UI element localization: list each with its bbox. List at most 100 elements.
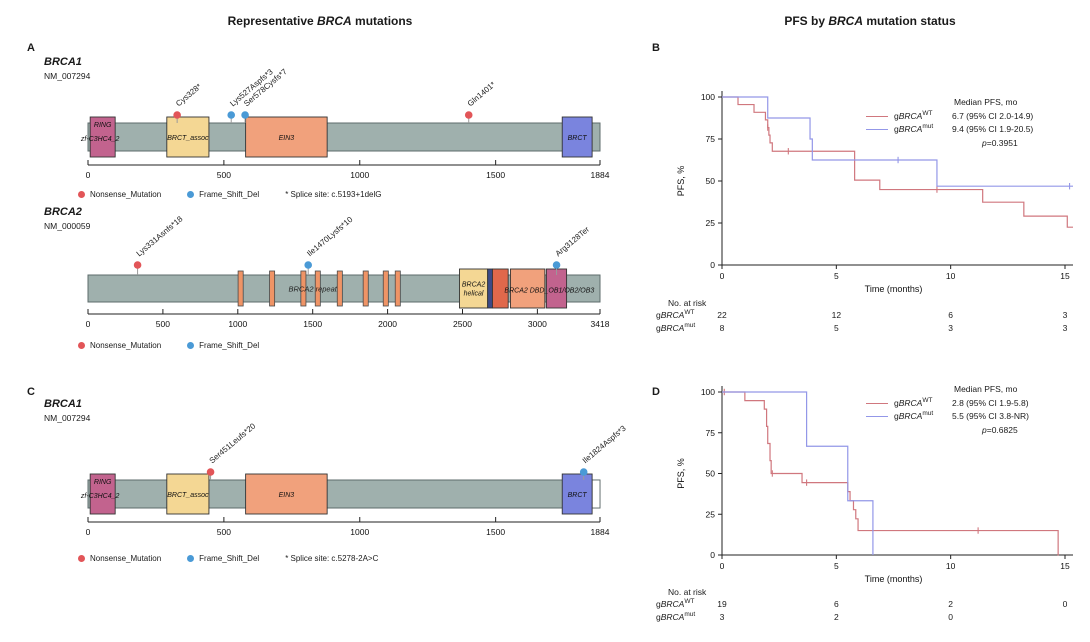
median-pfs-value: 9.4 (95% CI 1.9-20.5) xyxy=(952,124,1034,134)
km-axes: 0 25 50 75 100 0 5 10 15 xyxy=(701,386,1073,571)
svg-text:RING: RING xyxy=(94,479,112,486)
svg-text:BRCT: BRCT xyxy=(568,492,588,499)
svg-text:10: 10 xyxy=(946,561,956,571)
svg-text:Lys331Asnfs*18: Lys331Asnfs*18 xyxy=(135,214,185,258)
domain-brct-assoc: BRCT_assoc xyxy=(166,116,210,158)
domain-brca2-helical: BRCA2 helical xyxy=(459,268,489,309)
km-legend-row: gBRCAWT 2.8 (95% CI 1.9-5.8) xyxy=(866,397,1029,411)
brc-repeats: BRCA2 repeat xyxy=(237,270,401,307)
km-legend-header: Median PFS, mo xyxy=(954,97,1018,107)
mutation-diagram-svg: RING zf-C3HC4_2 BRCT_assoc EIN3 BRCT Ser451Le… xyxy=(80,421,628,537)
nonsense-dot-icon xyxy=(78,191,85,198)
risk-count: 8 xyxy=(719,322,725,333)
svg-text:15: 15 xyxy=(1060,561,1070,571)
y-axis-title: PFS, % xyxy=(676,166,686,197)
km-plot-svg: 0 25 50 75 100 0 5 10 15 Time (months) PFS, % xyxy=(676,386,1073,584)
km-legend-header: Median PFS, mo xyxy=(954,384,1018,394)
legend-label: Nonsense_Mutation xyxy=(90,554,162,563)
legend-label: Nonsense_Mutation xyxy=(90,341,162,350)
mutation-legend-brca2-a: Nonsense_Mutation Frame_Shift_Del xyxy=(78,341,259,350)
mutation-diagram-svg: BRCA2 repeat BRCA2 helical BRCA2 DBD_OB1/OB… xyxy=(86,214,610,329)
p-value: p=0.6825 xyxy=(982,424,1018,435)
mutation-diagram-brca1-c: RING zf-C3HC4_2 BRCT_assoc EIN3 BRCT Ser451Le… xyxy=(68,380,648,548)
gene-name: BRCA2 xyxy=(44,206,82,218)
risk-count: 0 xyxy=(948,611,954,622)
km-legend-panel-d: Median PFS, mo gBRCAWT 2.8 (95% CI 1.9-5.8… xyxy=(866,383,1029,437)
splice-site-note: * Splice site: c.5278-2A>C xyxy=(285,554,379,563)
svg-text:Ile1470Lysfs*10: Ile1470Lysfs*10 xyxy=(305,215,355,259)
nonsense-dot-icon xyxy=(78,555,85,562)
svg-text:BRCT: BRCT xyxy=(568,135,588,142)
risk-row-label: gBRCAmut xyxy=(656,611,695,622)
protein-bar xyxy=(87,479,601,509)
risk-count: 12 xyxy=(831,310,842,320)
svg-text:10: 10 xyxy=(946,271,956,281)
gene-transcript: NM_007294 xyxy=(44,413,91,423)
right-title-gene: BRCA xyxy=(828,14,863,28)
median-pfs-value: 5.5 (95% CI 3.8-NR) xyxy=(952,411,1029,421)
svg-text:0: 0 xyxy=(710,550,715,560)
mutation-diagram-brca1-a: RING zf-C3HC4_2 BRCT_assoc EIN3 BRCT Cys328* L… xyxy=(68,60,648,188)
svg-text:25: 25 xyxy=(706,509,716,519)
svg-text:1000: 1000 xyxy=(228,319,247,329)
risk-row-label: gBRCAWT xyxy=(656,598,694,609)
km-plot-panel-b: 0 25 50 75 100 0 5 10 15 Time (months) PFS, % xyxy=(660,85,1090,300)
km-legend-panel-b: Median PFS, mo gBRCAWT 6.7 (95% CI 2.0-14.… xyxy=(866,96,1033,150)
svg-text:75: 75 xyxy=(706,134,716,144)
mutation-lollipop: Ile1824Aspfs*3 xyxy=(579,423,628,480)
series-name: gBRCAWT xyxy=(894,396,933,408)
svg-text:Gln1401*: Gln1401* xyxy=(466,80,497,108)
legend-item: Frame_Shift_Del xyxy=(187,554,259,563)
protein-scale-axis: 0 500 1000 1500 1884 xyxy=(86,160,610,180)
gene-transcript: NM_007294 xyxy=(44,71,91,81)
panel-label-c: C xyxy=(27,386,35,398)
km-plot-svg: 0 25 50 75 100 0 5 10 15 Time (months) PFS, % xyxy=(676,91,1074,294)
panel-label-a: A xyxy=(27,42,35,54)
svg-text:Arg3128Ter: Arg3128Ter xyxy=(554,225,592,259)
svg-text:zf-C3HC4_2: zf-C3HC4_2 xyxy=(80,493,120,500)
right-title-pre: PFS by xyxy=(784,14,829,28)
svg-text:500: 500 xyxy=(156,319,170,329)
km-plot-panel-d: 0 25 50 75 100 0 5 10 15 Time (months) PFS, % xyxy=(660,380,1090,592)
svg-text:1500: 1500 xyxy=(486,170,505,180)
svg-text:75: 75 xyxy=(706,428,716,438)
domain-brct-assoc: BRCT_assoc xyxy=(166,473,210,515)
risk-table-header: No. at risk xyxy=(668,587,707,597)
domain-linker xyxy=(487,268,493,309)
domain-ring: RING zf-C3HC4_2 xyxy=(80,116,120,158)
svg-text:2500: 2500 xyxy=(453,319,472,329)
mutation-diagram-brca2-a: BRCA2 repeat BRCA2 helical BRCA2 DBD_OB1/OB… xyxy=(68,185,648,337)
legend-item: Nonsense_Mutation xyxy=(78,190,161,199)
series-line-sample xyxy=(866,115,888,117)
svg-text:15: 15 xyxy=(1060,271,1070,281)
svg-text:Cys328*: Cys328* xyxy=(174,82,203,108)
km-legend-row: gBRCAmut 9.4 (95% CI 1.9-20.5) xyxy=(866,123,1033,137)
svg-text:5: 5 xyxy=(834,271,839,281)
right-figure-title: PFS by BRCA mutation status xyxy=(650,14,1090,28)
legend-label: Frame_Shift_Del xyxy=(199,190,260,199)
panel-label-d: D xyxy=(652,386,660,398)
protein-bar xyxy=(87,122,601,152)
svg-text:Ile1824Aspfs*3: Ile1824Aspfs*3 xyxy=(581,423,628,465)
svg-text:0: 0 xyxy=(720,271,725,281)
risk-count: 2 xyxy=(948,599,954,609)
svg-text:3418: 3418 xyxy=(591,319,610,329)
km-curve-gbrca-mut xyxy=(722,96,1074,190)
risk-count: 6 xyxy=(833,599,839,609)
svg-text:1884: 1884 xyxy=(591,527,610,537)
risk-count: 3 xyxy=(1062,310,1068,320)
legend-item: Frame_Shift_Del xyxy=(187,341,259,350)
p-value: p=0.3951 xyxy=(982,137,1018,148)
domain-ob1 xyxy=(491,268,509,309)
risk-row-label: gBRCAmut xyxy=(656,322,695,333)
mutation-lollipop: Lys331Asnfs*18 xyxy=(133,214,185,275)
series-name: gBRCAmut xyxy=(894,123,934,134)
km-axes: 0 25 50 75 100 0 5 10 15 xyxy=(701,91,1073,281)
gene-name: BRCA1 xyxy=(44,398,82,410)
mutation-lollipop: Ile1470Lysfs*10 xyxy=(304,215,355,275)
svg-text:0: 0 xyxy=(86,319,91,329)
mutation-lollipop: Arg3128Ter xyxy=(552,225,592,275)
svg-text:BRCT_assoc: BRCT_assoc xyxy=(167,135,209,142)
nonsense-dot-icon xyxy=(78,342,85,349)
